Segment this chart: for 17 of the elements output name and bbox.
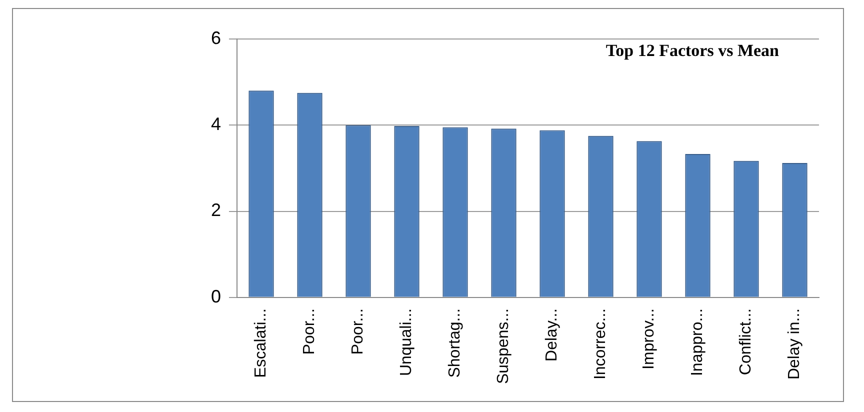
x-tick-label: Improv... [640,308,658,370]
y-tick-label: 0 [210,286,222,306]
y-tick-label: 2 [210,200,222,220]
x-tick-label: Unquali... [398,308,416,376]
x-tick-label: Delay... [544,308,561,362]
x-tick-label: Shortag... [446,308,464,378]
x-tick-label: Poor... [301,308,318,355]
y-tick-label: 6 [210,28,222,48]
x-tick-label: Conflict... [738,308,755,376]
chart-title: Top 12 Factors vs Mean [606,40,780,60]
y-tick-label: 4 [210,114,222,134]
x-tick-label: Delay in... [786,308,804,380]
x-tick-label: Poor... [350,308,367,355]
x-tick-label: Escalati... [252,308,270,378]
x-tick-label: Incorrec... [592,308,610,380]
x-tick-label: Suspens... [495,308,512,384]
x-tick-label: Inappro... [689,308,706,376]
